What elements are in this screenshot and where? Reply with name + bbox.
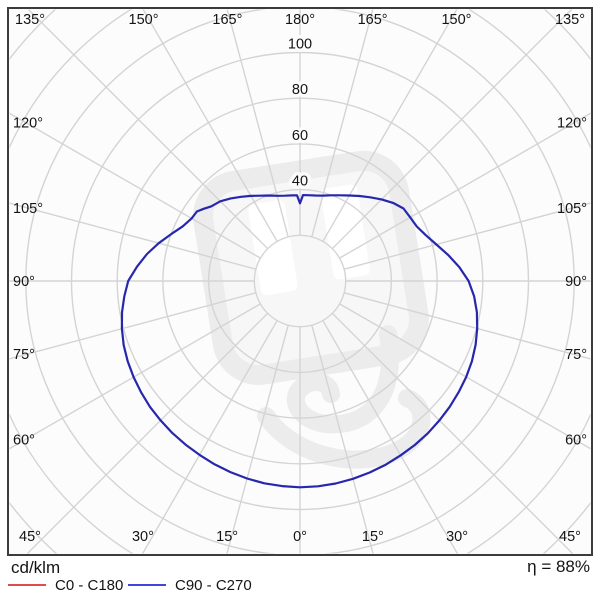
grid-ray-60 xyxy=(339,303,591,450)
legend-item-c90-c270: C90 - C270 xyxy=(128,576,252,594)
legend-item-c0-c180: C0 - C180 xyxy=(8,576,124,594)
grid-ray-165 xyxy=(311,9,374,238)
grid-ray-225 xyxy=(27,9,269,250)
gamma-tick-label-75-left: 75° xyxy=(13,347,35,363)
watermark-cable-swoosh xyxy=(257,389,431,469)
grid-ray-120 xyxy=(339,112,591,259)
gamma-tick-label-60-left: 60° xyxy=(13,432,35,448)
light-output-ratio-label: η = 88% xyxy=(527,557,590,576)
gamma-tick-label-165-left: 165° xyxy=(212,12,242,28)
grid-ray-150 xyxy=(322,9,458,242)
gamma-tick-label-45-right: 45° xyxy=(559,529,581,545)
grid-ray-255 xyxy=(9,202,257,270)
gamma-tick-label-45-left: 45° xyxy=(19,529,41,545)
grid-ray-210 xyxy=(142,9,278,242)
grid-ray-105 xyxy=(343,202,591,270)
grid-ray-15 xyxy=(311,324,374,554)
grid-ray-135 xyxy=(331,9,573,250)
grid-ray-330 xyxy=(141,320,278,554)
gamma-tick-label-90-right: 90° xyxy=(565,274,587,290)
legend-label: C90 - C270 xyxy=(175,576,252,594)
gamma-tick-label-75-right: 75° xyxy=(565,347,587,363)
grid-ray-315 xyxy=(26,312,269,554)
grid-ray-45 xyxy=(331,312,574,554)
gamma-tick-label-30-left: 30° xyxy=(132,529,154,545)
gamma-tick-label-15-left: 15° xyxy=(216,529,238,545)
grid-ray-75 xyxy=(343,292,591,360)
grid-ray-30 xyxy=(322,320,459,554)
gamma-tick-label-30-right: 30° xyxy=(446,529,468,545)
grid-ray-285 xyxy=(9,292,257,360)
units-label: cd/klm xyxy=(11,558,61,577)
grid-ray-195 xyxy=(226,9,289,238)
grid-ray-345 xyxy=(226,324,289,554)
watermark-prong-1 xyxy=(320,184,370,280)
grid-ray-240 xyxy=(9,112,261,259)
radial-tick-label-40: 40 xyxy=(292,174,308,190)
intensity-curve-C90-C270 xyxy=(120,194,479,489)
watermark-cable-hook xyxy=(286,325,400,434)
radial-tick-label-60: 60 xyxy=(292,128,308,144)
gamma-tick-label-120-right: 120° xyxy=(557,116,587,132)
legend-blue-line-swatch xyxy=(128,584,166,586)
gamma-tick-label-135-right: 135° xyxy=(555,12,585,28)
gamma-tick-label-150-right: 150° xyxy=(441,12,471,28)
legend-label: C0 - C180 xyxy=(55,576,124,594)
radial-tick-label-80: 80 xyxy=(292,82,308,98)
grid-ray-300 xyxy=(9,303,261,450)
gamma-tick-label-60-right: 60° xyxy=(565,432,587,448)
gamma-tick-label-135-left: 135° xyxy=(15,12,45,28)
gamma-tick-label-180-right: 180° xyxy=(285,12,315,28)
gamma-tick-label-150-left: 150° xyxy=(129,12,159,28)
radial-tick-label-100: 100 xyxy=(288,37,312,53)
gamma-tick-label-90-left: 90° xyxy=(13,274,35,290)
gamma-tick-label-120-left: 120° xyxy=(13,116,43,132)
gamma-tick-label-165-right: 165° xyxy=(358,12,388,28)
legend-red-line-swatch xyxy=(8,584,46,586)
gamma-tick-label-105-left: 105° xyxy=(13,201,43,217)
gamma-tick-label-15-right: 15° xyxy=(362,529,384,545)
gamma-tick-label-0-right: 0° xyxy=(293,529,307,545)
gamma-tick-label-105-right: 105° xyxy=(557,201,587,217)
